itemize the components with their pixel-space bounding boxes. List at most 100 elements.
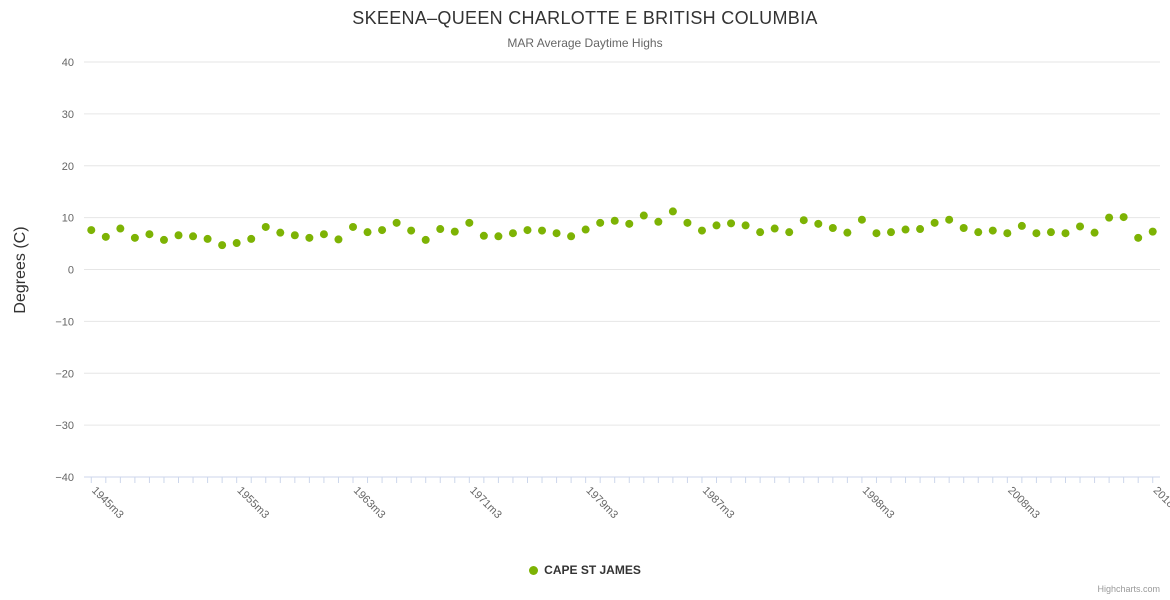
data-point[interactable]: [639, 211, 648, 220]
data-point[interactable]: [697, 226, 706, 235]
data-point[interactable]: [305, 233, 314, 242]
data-point[interactable]: [741, 221, 750, 230]
data-point[interactable]: [1148, 227, 1157, 236]
data-point[interactable]: [538, 226, 547, 235]
data-point[interactable]: [290, 231, 299, 240]
x-axis-tick-label: 2008m3: [1005, 485, 1042, 522]
data-point[interactable]: [945, 215, 954, 224]
data-point[interactable]: [552, 229, 561, 238]
data-point[interactable]: [1061, 229, 1070, 238]
data-point[interactable]: [828, 224, 837, 232]
data-point[interactable]: [232, 239, 241, 248]
data-point[interactable]: [814, 219, 823, 228]
data-point[interactable]: [145, 230, 154, 239]
data-point[interactable]: [436, 225, 445, 234]
y-axis-title: Degrees (C): [12, 226, 29, 313]
data-point[interactable]: [319, 230, 328, 239]
data-point[interactable]: [872, 229, 881, 238]
legend-item[interactable]: CAPE ST JAMES: [0, 563, 1170, 577]
x-axis-tick-label: 1945m3: [89, 485, 126, 522]
data-point[interactable]: [465, 218, 474, 227]
data-point[interactable]: [87, 226, 96, 235]
data-point[interactable]: [843, 228, 852, 237]
y-axis-tick-label: −30: [55, 420, 74, 432]
data-point[interactable]: [1134, 233, 1143, 242]
data-point[interactable]: [785, 228, 794, 237]
chart-title: SKEENA–QUEEN CHARLOTTE E BRITISH COLUMBI…: [352, 8, 818, 28]
data-point[interactable]: [887, 228, 895, 237]
data-point[interactable]: [930, 218, 939, 227]
data-point[interactable]: [770, 224, 779, 233]
data-point[interactable]: [334, 235, 343, 244]
data-point[interactable]: [916, 225, 925, 234]
data-point[interactable]: [567, 232, 576, 241]
data-point[interactable]: [1090, 228, 1099, 237]
x-axis-tick-label: 1971m3: [467, 485, 504, 522]
data-point[interactable]: [363, 228, 372, 237]
data-point[interactable]: [1119, 213, 1128, 222]
data-point[interactable]: [407, 226, 416, 235]
data-point[interactable]: [508, 229, 517, 238]
data-point[interactable]: [1017, 221, 1026, 230]
highcharts-credit[interactable]: Highcharts.com: [1097, 584, 1160, 594]
data-point[interactable]: [130, 233, 139, 242]
y-axis-tick-label: 20: [62, 161, 74, 173]
data-point[interactable]: [1105, 213, 1114, 222]
y-axis-tick-label: 0: [68, 265, 74, 277]
data-point[interactable]: [450, 227, 459, 236]
data-point[interactable]: [218, 241, 227, 250]
y-axis-tick-label: −10: [55, 316, 74, 328]
data-point[interactable]: [596, 218, 605, 227]
data-point[interactable]: [203, 234, 212, 243]
data-point[interactable]: [349, 222, 357, 231]
data-point[interactable]: [625, 219, 634, 228]
data-point[interactable]: [756, 228, 765, 237]
data-point[interactable]: [988, 226, 997, 235]
x-axis-tick-label: 2018m3: [1151, 485, 1170, 522]
data-point[interactable]: [683, 218, 692, 227]
data-point[interactable]: [857, 215, 866, 224]
data-point[interactable]: [712, 221, 721, 230]
data-point[interactable]: [378, 226, 387, 235]
legend-marker-icon: [529, 565, 539, 575]
data-point[interactable]: [668, 207, 677, 216]
data-point[interactable]: [479, 231, 488, 240]
data-point[interactable]: [494, 232, 503, 241]
data-point[interactable]: [901, 225, 910, 234]
data-point[interactable]: [261, 222, 270, 231]
x-axis-tick-label: 1998m3: [860, 485, 897, 522]
data-point[interactable]: [581, 225, 590, 234]
x-axis-tick-label: 1979m3: [584, 485, 621, 522]
data-point[interactable]: [799, 216, 808, 225]
data-point[interactable]: [174, 231, 183, 240]
data-point[interactable]: [1003, 229, 1012, 238]
data-point[interactable]: [392, 218, 401, 227]
data-point[interactable]: [959, 224, 968, 232]
data-point[interactable]: [1032, 229, 1041, 238]
data-point[interactable]: [159, 235, 168, 244]
data-point[interactable]: [116, 224, 125, 233]
data-point[interactable]: [1046, 228, 1055, 237]
data-point[interactable]: [654, 217, 663, 226]
chart-subtitle: MAR Average Daytime Highs: [507, 36, 663, 50]
y-axis-tick-label: 30: [62, 109, 74, 121]
x-axis-tick-label: 1955m3: [235, 485, 272, 522]
data-point[interactable]: [101, 232, 110, 241]
y-axis-tick-label: 10: [62, 213, 74, 225]
data-point[interactable]: [523, 226, 532, 235]
data-point[interactable]: [421, 235, 430, 244]
x-axis-tick-label: 1987m3: [700, 485, 737, 522]
data-point[interactable]: [974, 228, 983, 237]
data-point[interactable]: [1076, 222, 1085, 231]
legend-series-label: CAPE ST JAMES: [544, 563, 641, 577]
data-point[interactable]: [276, 228, 285, 237]
data-point[interactable]: [610, 216, 619, 225]
data-point[interactable]: [727, 219, 736, 228]
x-axis-tick-label: 1963m3: [351, 485, 388, 522]
y-axis-tick-label: −20: [55, 368, 74, 380]
data-point[interactable]: [247, 234, 256, 243]
y-axis-tick-label: −40: [55, 472, 74, 484]
data-point[interactable]: [189, 232, 198, 241]
